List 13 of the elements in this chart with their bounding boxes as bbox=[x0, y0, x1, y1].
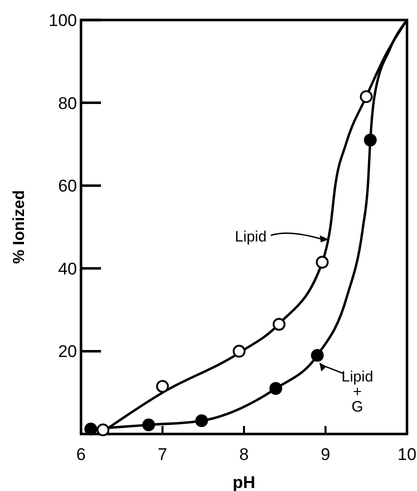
annotation: Lipid bbox=[234, 228, 267, 246]
annotation: Lipid + G bbox=[342, 368, 374, 416]
x-tick-label: 8 bbox=[239, 445, 249, 464]
x-tick-label: 7 bbox=[158, 445, 168, 464]
x-tick-label: 9 bbox=[320, 445, 330, 464]
y-tick-label: 60 bbox=[58, 176, 77, 196]
y-tick-label: 80 bbox=[58, 94, 77, 113]
x-tick-label: 10 bbox=[398, 445, 416, 464]
x-tick-label: 6 bbox=[76, 445, 86, 464]
y-tick-label: 40 bbox=[58, 259, 77, 278]
y-tick-label: 100 bbox=[48, 11, 77, 30]
y-axis-title: % Ionized bbox=[11, 190, 28, 264]
y-tick-label: 20 bbox=[58, 342, 77, 362]
